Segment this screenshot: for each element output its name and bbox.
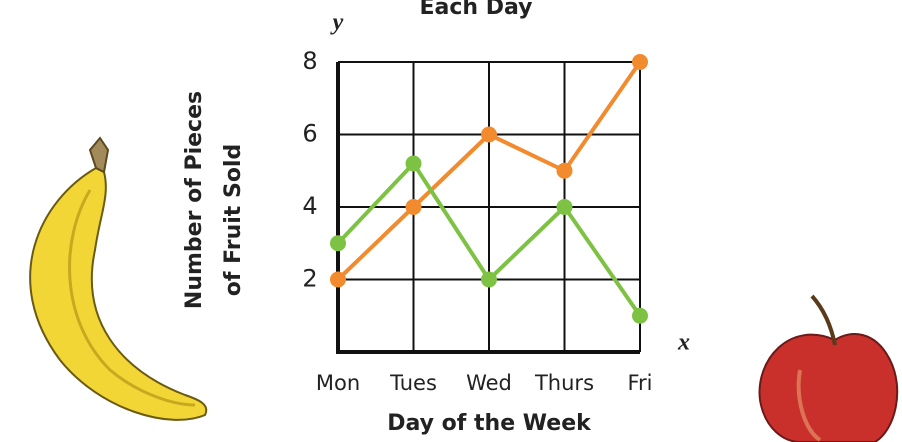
y-symbol: y bbox=[330, 10, 344, 36]
y-axis-title: Number of Pieces bbox=[182, 91, 207, 309]
y-tick-label: 6 bbox=[302, 120, 317, 148]
data-point bbox=[557, 163, 573, 179]
x-tick-label: Wed bbox=[466, 371, 512, 395]
x-tick-label: Fri bbox=[627, 371, 652, 395]
data-point bbox=[557, 199, 573, 215]
data-point bbox=[406, 199, 422, 215]
banana bbox=[30, 138, 206, 420]
chart-title: Each Day bbox=[419, 0, 532, 20]
apple bbox=[760, 296, 898, 442]
data-point bbox=[481, 272, 497, 288]
y-tick-label: 8 bbox=[302, 47, 317, 75]
x-axis-title: Day of the Week bbox=[387, 411, 592, 436]
data-point bbox=[330, 272, 346, 288]
y-tick-label: 2 bbox=[302, 265, 317, 293]
x-tick-label: Tues bbox=[389, 371, 437, 395]
x-tick-label: Thurs bbox=[534, 371, 594, 395]
y-tick-label: 4 bbox=[302, 192, 317, 220]
y-axis-title: of Fruit Sold bbox=[221, 144, 246, 296]
data-point bbox=[632, 54, 648, 70]
data-point bbox=[481, 127, 497, 143]
chart: Each Day y x Number of Pieces of Fruit S… bbox=[0, 0, 902, 442]
data-point bbox=[330, 235, 346, 251]
data-point bbox=[632, 308, 648, 324]
data-point bbox=[406, 156, 422, 172]
x-tick-label: Mon bbox=[316, 371, 360, 395]
x-symbol: x bbox=[677, 330, 690, 356]
